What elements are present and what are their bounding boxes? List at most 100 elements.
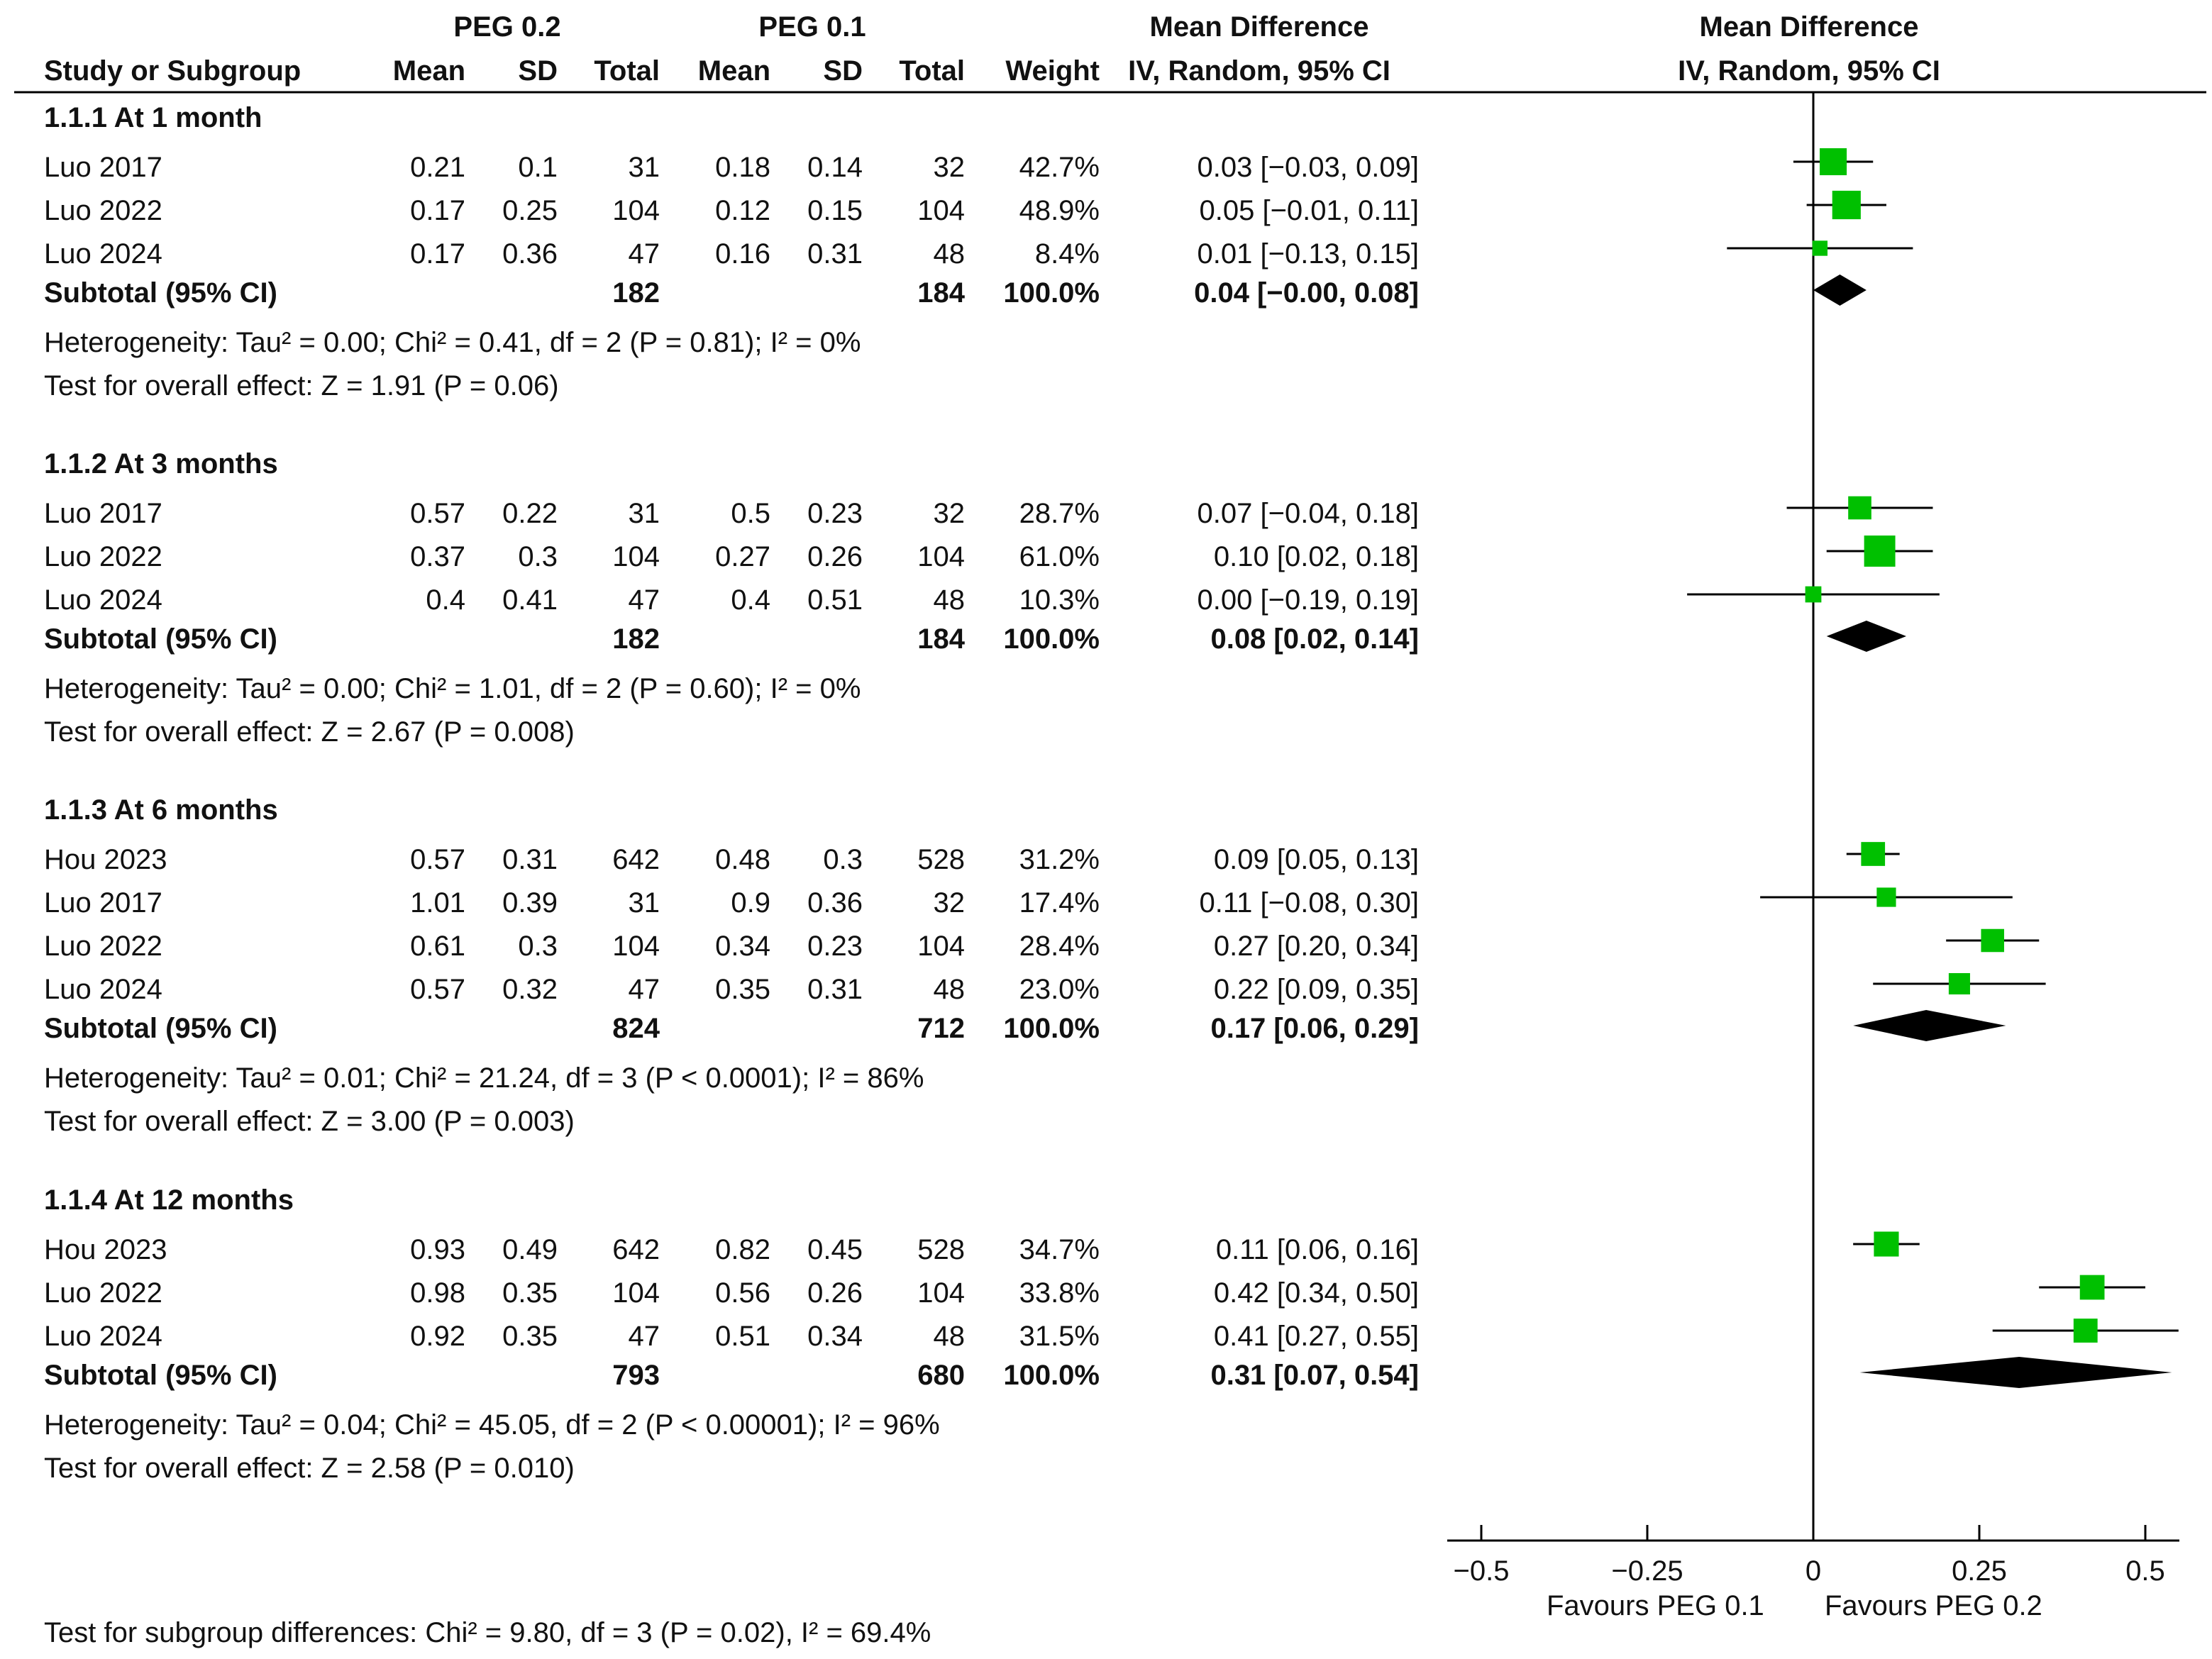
subtotal-ci-text: 0.04 [−0.00, 0.08] — [1194, 277, 1419, 309]
cell-mean-a: 0.57 — [410, 844, 465, 875]
cell-sd-b: 0.51 — [807, 584, 863, 616]
md-method-plot: IV, Random, 95% CI — [1678, 55, 1940, 87]
study-marker — [1820, 148, 1847, 176]
ci-text: 0.11 [−0.08, 0.30] — [1199, 887, 1419, 919]
subtotal-weight: 100.0% — [1003, 623, 1100, 655]
col-study-header: Study or Subgroup — [44, 55, 302, 87]
cell-mean-b: 0.16 — [715, 238, 770, 270]
x-tick-label: −0.5 — [1454, 1555, 1510, 1587]
cell-total-b: 104 — [917, 1277, 965, 1309]
col-sd-a-header: SD — [518, 55, 558, 87]
cell-weight: 31.2% — [1019, 844, 1100, 875]
cell-total-a: 104 — [612, 1277, 660, 1309]
study-marker — [1805, 586, 1822, 603]
cell-weight: 28.4% — [1019, 931, 1100, 962]
cell-total-b: 32 — [933, 887, 966, 919]
study-name: Luo 2024 — [44, 238, 162, 270]
x-tick-label: 0.25 — [1952, 1555, 2007, 1587]
cell-sd-a: 0.31 — [502, 844, 558, 875]
cell-total-a: 31 — [628, 498, 660, 529]
study-marker — [1981, 928, 2004, 953]
study-marker — [2079, 1275, 2105, 1300]
pooled-diamond — [1813, 274, 1867, 306]
study-marker — [1861, 842, 1886, 866]
study-marker — [1848, 496, 1871, 520]
cell-weight: 33.8% — [1019, 1277, 1100, 1309]
study-marker — [2073, 1319, 2098, 1343]
cell-total-a: 47 — [628, 584, 660, 616]
study-marker — [1876, 887, 1896, 907]
cell-mean-b: 0.4 — [731, 584, 770, 616]
overall-effect-text: Test for overall effect: Z = 3.00 (P = 0… — [44, 1106, 575, 1137]
cell-total-b: 104 — [917, 195, 965, 226]
subtotal-total-b: 184 — [917, 277, 965, 309]
cell-sd-b: 0.45 — [807, 1234, 863, 1265]
ci-text: 0.09 [0.05, 0.13] — [1213, 844, 1419, 875]
study-marker — [1812, 240, 1828, 256]
subtotal-total-b: 680 — [917, 1360, 965, 1391]
subgroup-differences-test: Test for subgroup differences: Chi² = 9.… — [44, 1617, 931, 1648]
cell-sd-a: 0.41 — [502, 584, 558, 616]
cell-mean-a: 0.17 — [410, 195, 465, 226]
subtotal-total-a: 824 — [612, 1013, 660, 1044]
subtotal-weight: 100.0% — [1003, 277, 1100, 309]
cell-sd-b: 0.36 — [807, 887, 863, 919]
cell-mean-b: 0.48 — [715, 844, 770, 875]
overall-effect-text: Test for overall effect: Z = 1.91 (P = 0… — [44, 370, 559, 401]
ci-text: 0.11 [0.06, 0.16] — [1215, 1234, 1419, 1265]
ci-text: 0.00 [−0.19, 0.19] — [1197, 584, 1419, 616]
cell-sd-b: 0.34 — [807, 1321, 863, 1352]
cell-sd-a: 0.1 — [518, 152, 558, 183]
study-name: Luo 2022 — [44, 931, 162, 962]
study-name: Luo 2022 — [44, 195, 162, 226]
ci-text: 0.22 [0.09, 0.35] — [1213, 974, 1419, 1005]
cell-weight: 61.0% — [1019, 541, 1100, 572]
x-tick-label: 0 — [1805, 1555, 1821, 1587]
cell-mean-b: 0.27 — [715, 541, 770, 572]
cell-total-a: 642 — [612, 1234, 660, 1265]
md-method-table: IV, Random, 95% CI — [1128, 55, 1390, 87]
cell-sd-b: 0.23 — [807, 498, 863, 529]
col-total-b-header: Total — [899, 55, 965, 87]
heterogeneity-text: Heterogeneity: Tau² = 0.01; Chi² = 21.24… — [44, 1062, 924, 1094]
cell-total-b: 528 — [917, 844, 965, 875]
ci-text: 0.01 [−0.13, 0.15] — [1197, 238, 1419, 270]
cell-sd-b: 0.31 — [807, 238, 863, 270]
cell-total-a: 31 — [628, 887, 660, 919]
cell-total-a: 104 — [612, 195, 660, 226]
subtotal-label: Subtotal (95% CI) — [44, 1013, 277, 1044]
cell-sd-b: 0.26 — [807, 541, 863, 572]
group-a-header: PEG 0.2 — [453, 11, 561, 43]
cell-total-a: 104 — [612, 931, 660, 962]
cell-mean-b: 0.34 — [715, 931, 770, 962]
heterogeneity-text: Heterogeneity: Tau² = 0.00; Chi² = 1.01,… — [44, 673, 861, 704]
cell-mean-a: 0.17 — [410, 238, 465, 270]
subtotal-ci-text: 0.31 [0.07, 0.54] — [1210, 1360, 1419, 1391]
overall-effect-text: Test for overall effect: Z = 2.58 (P = 0… — [44, 1453, 575, 1484]
cell-total-b: 104 — [917, 931, 965, 962]
subtotal-total-a: 182 — [612, 623, 660, 655]
cell-mean-b: 0.12 — [715, 195, 770, 226]
cell-total-b: 48 — [933, 238, 966, 270]
cell-mean-a: 0.21 — [410, 152, 465, 183]
cell-sd-a: 0.3 — [518, 931, 558, 962]
cell-mean-b: 0.56 — [715, 1277, 770, 1309]
cell-mean-a: 0.57 — [410, 974, 465, 1005]
cell-sd-b: 0.3 — [823, 844, 863, 875]
cell-weight: 10.3% — [1019, 584, 1100, 616]
cell-total-b: 104 — [917, 541, 965, 572]
ci-text: 0.03 [−0.03, 0.09] — [1197, 152, 1419, 183]
cell-total-b: 32 — [933, 152, 966, 183]
col-sd-b-header: SD — [823, 55, 863, 87]
study-name: Luo 2024 — [44, 584, 162, 616]
cell-total-b: 48 — [933, 1321, 966, 1352]
cell-sd-b: 0.15 — [807, 195, 863, 226]
cell-mean-a: 1.01 — [410, 887, 465, 919]
x-tick-label: 0.5 — [2125, 1555, 2165, 1587]
cell-sd-b: 0.31 — [807, 974, 863, 1005]
subtotal-label: Subtotal (95% CI) — [44, 623, 277, 655]
cell-mean-a: 0.57 — [410, 498, 465, 529]
cell-sd-a: 0.39 — [502, 887, 558, 919]
cell-mean-a: 0.37 — [410, 541, 465, 572]
